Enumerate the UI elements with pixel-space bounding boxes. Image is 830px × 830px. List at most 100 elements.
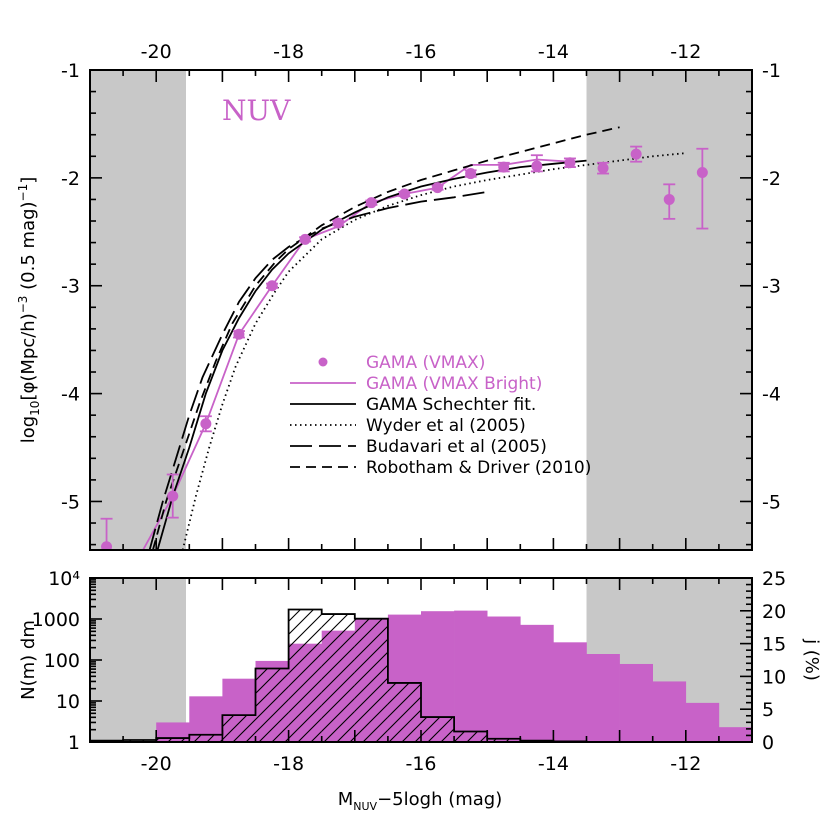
data-point-group <box>266 280 279 292</box>
y-tick-label-right: -3 <box>762 276 781 298</box>
x-axis-label: MNUV−5logh (mag) <box>338 789 502 813</box>
x-tick-label: -12 <box>670 41 701 63</box>
data-point-group <box>100 517 113 550</box>
hatched-bar <box>487 738 521 742</box>
data-point-group <box>199 415 212 433</box>
histogram-bar <box>487 616 521 742</box>
legend-label: GAMA Schechter fit. <box>366 395 536 415</box>
data-point <box>597 162 609 174</box>
series-line-budavari-et-al-2005- <box>148 191 488 550</box>
y-tick-label-bottom-right: 20 <box>762 601 786 623</box>
histogram-bar <box>156 722 190 742</box>
x-axis-label-rest: −5logh (mag) <box>377 789 502 810</box>
hatched-bar <box>222 715 256 742</box>
data-point <box>663 193 675 205</box>
data-point-group <box>232 328 245 340</box>
data-point-group <box>431 182 444 194</box>
histogram-bar <box>586 654 620 742</box>
histogram-bar <box>619 663 653 742</box>
incompleteness-histogram <box>90 608 620 742</box>
y-tick-label-bottom-right: 5 <box>762 699 774 721</box>
x-tick-label-bottom: -20 <box>141 753 172 775</box>
series-line-gama-vmax-bright- <box>142 158 571 550</box>
x-axis-label-main: M <box>338 789 354 810</box>
legend-label: GAMA (VMAX) <box>366 353 485 373</box>
y-tick-label-bottom-right: 15 <box>762 634 786 656</box>
y-tick-label-right: -5 <box>762 491 781 513</box>
data-point <box>564 157 576 169</box>
y-tick-label-bottom-left: 10 <box>56 691 80 713</box>
data-point <box>332 217 344 229</box>
data-point <box>299 233 311 245</box>
series-line-robotham-driver-2010- <box>152 126 620 550</box>
hatched-bar <box>321 614 355 742</box>
hatched-bar <box>454 731 488 742</box>
data-point <box>696 166 708 178</box>
y-tick-label-left: -5 <box>61 491 80 513</box>
x-tick-label-bottom: -16 <box>405 753 436 775</box>
legend: GAMA (VMAX)GAMA (VMAX Bright)GAMA Schech… <box>290 353 591 478</box>
data-point-group <box>398 188 411 200</box>
data-point <box>465 168 477 180</box>
y-tick-label-bottom-left: 1 <box>68 732 80 754</box>
x-tick-label-bottom: -18 <box>273 753 304 775</box>
y-tick-label-left: -4 <box>61 384 80 406</box>
y-tick-label-right: -1 <box>762 60 781 82</box>
hatched-bar <box>255 668 289 742</box>
histogram-bar <box>718 727 752 742</box>
data-point <box>200 418 212 430</box>
y-tick-label-bottom-right: 0 <box>762 732 774 754</box>
y-tick-label-left: -2 <box>61 168 80 190</box>
data-point-group <box>299 233 312 245</box>
y-tick-label-bottom-left: 1000 <box>32 609 80 631</box>
shaded-region-0 <box>90 578 186 742</box>
data-point <box>498 161 510 173</box>
y-tick-label-bottom-left: 10⁴ <box>48 568 80 590</box>
y-tick-label-right: -4 <box>762 384 781 406</box>
data-point <box>101 541 113 550</box>
data-point-group <box>597 161 610 175</box>
data-point <box>365 197 377 209</box>
top-panel-ticks: -20 -18 -16 -14 -12 -1 -1 -2 -2 -3 -3 -4 -4 -5 -5 <box>61 41 781 550</box>
data-point <box>233 328 245 340</box>
data-point-group <box>464 168 477 180</box>
legend-label: GAMA (VMAX Bright) <box>366 374 542 394</box>
excluded-region-shading-top <box>90 70 752 550</box>
hatched-bar <box>387 682 421 742</box>
data-point-group <box>530 154 543 173</box>
data-point-group <box>663 183 676 220</box>
data-point <box>398 188 410 200</box>
histogram-bar <box>685 702 720 742</box>
y-tick-label-bottom-left: 100 <box>44 650 80 672</box>
y-tick-label-bottom-right: 25 <box>762 568 786 590</box>
x-tick-label-bottom: -14 <box>538 753 569 775</box>
gama-vmax-points <box>100 145 709 550</box>
histogram-bar <box>652 681 687 742</box>
y-tick-label-left: -1 <box>61 60 80 82</box>
data-point-group <box>332 217 345 229</box>
data-point <box>167 490 179 502</box>
hatched-bar <box>354 618 388 742</box>
x-tick-label: -20 <box>141 41 172 63</box>
legend-symbol-point <box>318 357 328 367</box>
bottom-right-axis-label: j (%) <box>801 638 822 681</box>
legend-label: Budavari et al (2005) <box>366 437 547 457</box>
shaded-region-0 <box>90 70 186 550</box>
data-point-group <box>630 145 643 163</box>
hatched-bar <box>156 738 190 742</box>
x-tick-label: -18 <box>273 41 304 63</box>
data-point-group <box>563 157 576 169</box>
hatched-bar <box>288 609 322 742</box>
data-point-group <box>365 197 378 209</box>
hatched-bar <box>189 734 223 742</box>
panel-label-nuv: NUV <box>222 94 291 127</box>
histogram-bar <box>454 610 488 742</box>
y-tick-label-right: -2 <box>762 168 781 190</box>
data-point <box>432 182 444 194</box>
bottom-left-axis-label: N(m) dm <box>18 620 39 700</box>
y-tick-label-bottom-right: 10 <box>762 666 786 688</box>
data-point-group <box>497 161 510 173</box>
histogram-bar <box>553 642 587 742</box>
x-tick-label-bottom: -12 <box>670 753 701 775</box>
